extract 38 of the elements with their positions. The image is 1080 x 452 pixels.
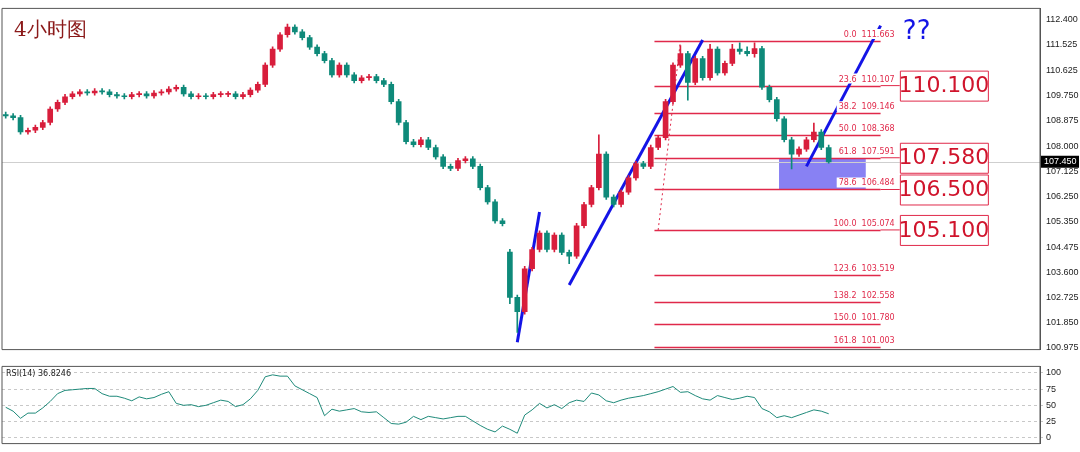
y-tick-label: 112.400 bbox=[1046, 14, 1078, 25]
ref-line-label: 78.6 106.484 bbox=[838, 178, 895, 188]
y-tick-label: 50 bbox=[1046, 399, 1057, 410]
chart-title: RSI(14) 36.8246 bbox=[6, 369, 72, 379]
y-tick-label: 105.350 bbox=[1046, 216, 1079, 227]
y-tick-label: 102.725 bbox=[1046, 291, 1079, 302]
annotation: 110.100 bbox=[898, 72, 990, 98]
ref-line-label: 61.8 107.591 bbox=[838, 146, 895, 156]
ref-line-label: 0.0 111.663 bbox=[843, 30, 895, 39]
y-tick-label: 103.600 bbox=[1046, 266, 1079, 277]
annotation: 105.100 bbox=[898, 216, 990, 242]
y-tick-label: 101.850 bbox=[1046, 316, 1079, 327]
y-tick-label: 104.475 bbox=[1046, 241, 1079, 252]
annotation: 106.500 bbox=[898, 176, 990, 202]
ref-line-label: 138.2 102.558 bbox=[833, 291, 895, 301]
y-tick-label: 111.525 bbox=[1046, 39, 1078, 50]
ref-line-label: 100.0 105.074 bbox=[833, 218, 895, 228]
y-tick-label: 0 bbox=[1046, 432, 1052, 443]
y-tick-label: 75 bbox=[1046, 383, 1057, 394]
ref-line-label: 23.6 110.107 bbox=[838, 74, 895, 84]
y-tick-label: 107.125 bbox=[1046, 165, 1079, 176]
y-tick-label: 25 bbox=[1046, 416, 1057, 427]
ref-line-label: 150.0 101.780 bbox=[833, 313, 895, 323]
ref-line-label: 38.2 109.146 bbox=[838, 102, 895, 112]
ref-line-label: 107.450 bbox=[1044, 156, 1077, 167]
y-tick-label: 106.250 bbox=[1046, 190, 1079, 201]
y-tick-label: 100 bbox=[1046, 367, 1062, 378]
ref-line-label: 161.8 101.003 bbox=[833, 335, 895, 345]
y-tick-label: 108.875 bbox=[1046, 115, 1079, 126]
annotation: 107.580 bbox=[898, 144, 990, 170]
y-tick-label: 108.000 bbox=[1046, 140, 1079, 151]
text: 4小时图 bbox=[14, 17, 87, 42]
ref-line-label: 50.0 108.368 bbox=[838, 124, 895, 134]
y-tick-label: 100.975 bbox=[1046, 341, 1079, 352]
y-tick-label: 109.750 bbox=[1046, 90, 1079, 101]
y-tick-label: 110.625 bbox=[1046, 65, 1078, 76]
annotation: ?? bbox=[902, 15, 931, 46]
ref-line-label: 123.6 103.519 bbox=[833, 263, 895, 273]
